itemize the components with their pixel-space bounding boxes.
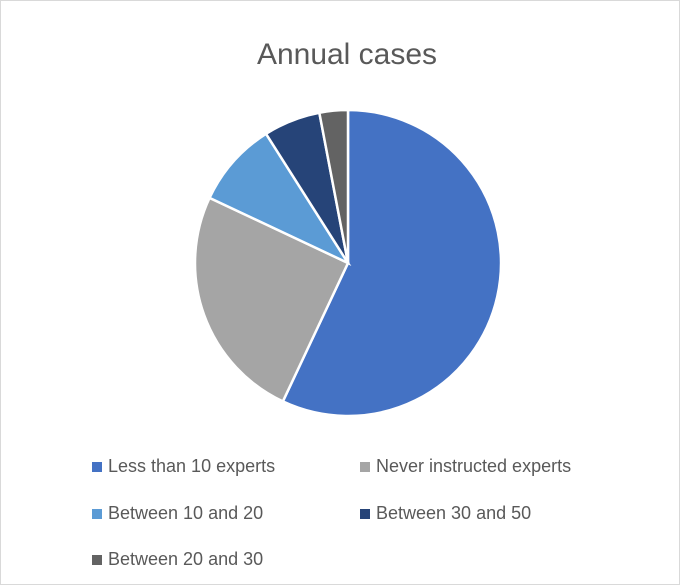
legend-swatch (360, 462, 370, 472)
pie-slice (193, 196, 350, 404)
legend-label: Less than 10 experts (108, 456, 275, 476)
pie-slice (317, 108, 350, 264)
legend-swatch (92, 462, 102, 472)
legend-label: Between 20 and 30 (108, 549, 263, 569)
chart-title: Annual cases (257, 38, 437, 71)
legend-label: Never instructed experts (376, 456, 571, 476)
pie-slice (281, 108, 503, 418)
legend-swatch (92, 555, 102, 565)
pie-slice (207, 132, 352, 266)
legend-label: Between 30 and 50 (376, 503, 531, 523)
legend-swatch (360, 509, 370, 519)
legend-label: Between 10 and 20 (108, 503, 263, 523)
legend-swatch (92, 509, 102, 519)
